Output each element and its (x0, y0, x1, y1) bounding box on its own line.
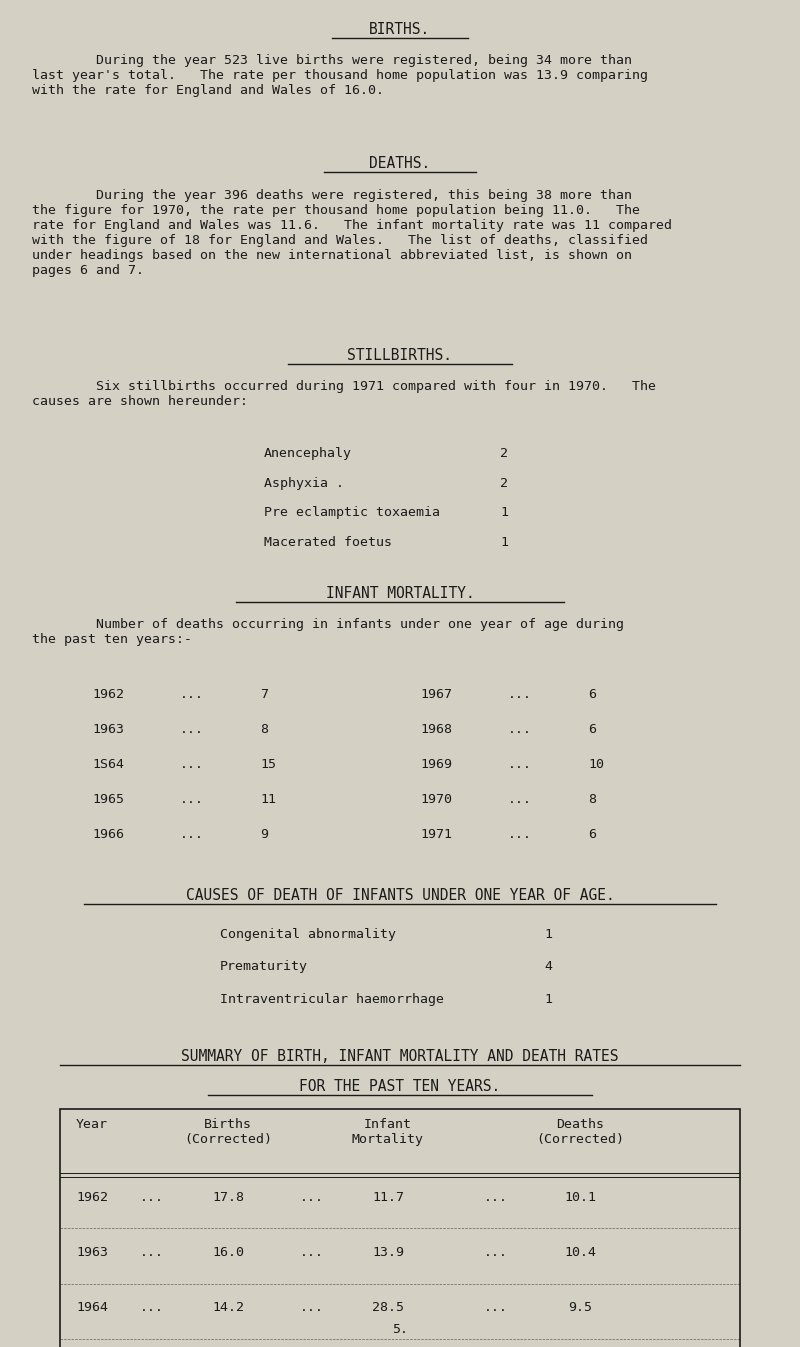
Text: 4: 4 (544, 960, 552, 974)
Text: 1963: 1963 (92, 723, 124, 737)
Text: 1968: 1968 (420, 723, 452, 737)
Text: FOR THE PAST TEN YEARS.: FOR THE PAST TEN YEARS. (299, 1079, 501, 1094)
Text: 10: 10 (588, 758, 604, 772)
Text: ...: ... (484, 1191, 508, 1204)
Text: 10.1: 10.1 (564, 1191, 596, 1204)
Text: ...: ... (140, 1246, 164, 1259)
Text: Infant
Mortality: Infant Mortality (352, 1118, 424, 1146)
Text: 1970: 1970 (420, 793, 452, 807)
Text: 2: 2 (500, 477, 508, 490)
Text: 6: 6 (588, 828, 596, 842)
Text: Prematurity: Prematurity (220, 960, 308, 974)
Text: ...: ... (180, 828, 204, 842)
Text: ...: ... (508, 723, 532, 737)
Text: ...: ... (300, 1301, 324, 1315)
Text: ...: ... (180, 793, 204, 807)
Text: ...: ... (180, 723, 204, 737)
Text: DEATHS.: DEATHS. (370, 156, 430, 171)
Text: Anencephaly: Anencephaly (264, 447, 352, 461)
Text: During the year 523 live births were registered, being 34 more than
last year's : During the year 523 live births were reg… (32, 54, 648, 97)
Text: Macerated foetus: Macerated foetus (264, 536, 392, 550)
Text: ...: ... (484, 1301, 508, 1315)
Text: Pre eclamptic toxaemia: Pre eclamptic toxaemia (264, 506, 440, 520)
Text: Number of deaths occurring in infants under one year of age during
the past ten : Number of deaths occurring in infants un… (32, 618, 624, 647)
Text: 1967: 1967 (420, 688, 452, 702)
Text: 1963: 1963 (76, 1246, 108, 1259)
Text: SUMMARY OF BIRTH, INFANT MORTALITY AND DEATH RATES: SUMMARY OF BIRTH, INFANT MORTALITY AND D… (182, 1049, 618, 1064)
Text: Year: Year (76, 1118, 108, 1131)
Text: ...: ... (300, 1191, 324, 1204)
Text: 8: 8 (588, 793, 596, 807)
Text: 8: 8 (260, 723, 268, 737)
Text: 1966: 1966 (92, 828, 124, 842)
Text: 6: 6 (588, 723, 596, 737)
Text: 1: 1 (500, 536, 508, 550)
Text: 17.8: 17.8 (212, 1191, 244, 1204)
Text: ...: ... (508, 828, 532, 842)
Text: Deaths
(Corrected): Deaths (Corrected) (536, 1118, 624, 1146)
Text: 16.0: 16.0 (212, 1246, 244, 1259)
Text: ...: ... (508, 758, 532, 772)
Text: ...: ... (508, 688, 532, 702)
Text: 1971: 1971 (420, 828, 452, 842)
Bar (60, 1109, 740, 1347)
Text: 1: 1 (500, 506, 508, 520)
Text: 11.7: 11.7 (372, 1191, 404, 1204)
Text: Intraventricular haemorrhage: Intraventricular haemorrhage (220, 993, 444, 1006)
Text: 6: 6 (588, 688, 596, 702)
Text: ...: ... (180, 688, 204, 702)
Text: During the year 396 deaths were registered, this being 38 more than
the figure f: During the year 396 deaths were register… (32, 189, 672, 276)
Text: INFANT MORTALITY.: INFANT MORTALITY. (326, 586, 474, 601)
Text: 1965: 1965 (92, 793, 124, 807)
Text: 1962: 1962 (76, 1191, 108, 1204)
Text: ...: ... (484, 1246, 508, 1259)
Text: 15: 15 (260, 758, 276, 772)
Text: 1: 1 (544, 928, 552, 942)
Text: 1S64: 1S64 (92, 758, 124, 772)
Text: Births
(Corrected): Births (Corrected) (184, 1118, 272, 1146)
Text: Congenital abnormality: Congenital abnormality (220, 928, 396, 942)
Text: 9: 9 (260, 828, 268, 842)
Text: 28.5: 28.5 (372, 1301, 404, 1315)
Text: 1969: 1969 (420, 758, 452, 772)
Text: 2: 2 (500, 447, 508, 461)
Text: BIRTHS.: BIRTHS. (370, 22, 430, 36)
Text: 1962: 1962 (92, 688, 124, 702)
Text: ...: ... (140, 1191, 164, 1204)
Text: 10.4: 10.4 (564, 1246, 596, 1259)
Text: Asphyxia .: Asphyxia . (264, 477, 344, 490)
Text: CAUSES OF DEATH OF INFANTS UNDER ONE YEAR OF AGE.: CAUSES OF DEATH OF INFANTS UNDER ONE YEA… (186, 888, 614, 902)
Text: 11: 11 (260, 793, 276, 807)
Text: 13.9: 13.9 (372, 1246, 404, 1259)
Text: 7: 7 (260, 688, 268, 702)
Text: ...: ... (300, 1246, 324, 1259)
Text: ...: ... (140, 1301, 164, 1315)
Text: ...: ... (508, 793, 532, 807)
Text: 5.: 5. (392, 1323, 408, 1336)
Text: STILLBIRTHS.: STILLBIRTHS. (347, 348, 453, 362)
Text: 9.5: 9.5 (568, 1301, 592, 1315)
Text: Six stillbirths occurred during 1971 compared with four in 1970.   The
causes ar: Six stillbirths occurred during 1971 com… (32, 380, 656, 408)
Text: 14.2: 14.2 (212, 1301, 244, 1315)
Text: ...: ... (180, 758, 204, 772)
Text: 1: 1 (544, 993, 552, 1006)
Text: 1964: 1964 (76, 1301, 108, 1315)
